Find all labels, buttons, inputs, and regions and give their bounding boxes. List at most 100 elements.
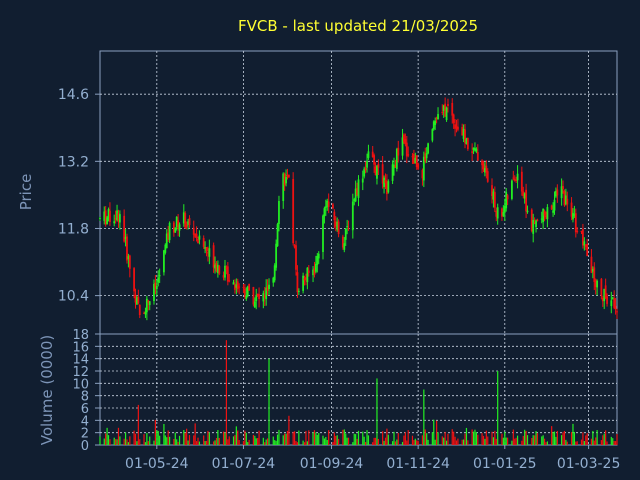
candle-body: [603, 288, 606, 302]
volume-bar: [134, 433, 137, 445]
candle-body: [616, 311, 618, 313]
candle-body: [513, 178, 516, 181]
candle-body: [580, 230, 583, 232]
volume-bar: [194, 423, 196, 445]
candle-body: [208, 248, 211, 257]
candle-body: [297, 290, 300, 292]
volume-bar: [105, 433, 107, 445]
candle-body: [144, 311, 147, 315]
candle-body: [305, 277, 307, 280]
candle-body: [116, 210, 118, 221]
candle-body: [137, 297, 140, 304]
candle-body: [178, 224, 181, 231]
volume-bar: [616, 434, 618, 445]
volume-bar: [502, 437, 504, 445]
volume-bar: [472, 431, 475, 445]
volume-bar: [197, 437, 199, 445]
volume-series: [99, 340, 618, 445]
volume-bar: [116, 439, 118, 445]
candle-body: [482, 163, 485, 170]
candle-body: [202, 238, 205, 247]
volume-bar: [217, 430, 219, 445]
candle-body: [594, 279, 597, 287]
volume-bar: [377, 438, 379, 445]
volume-bar: [596, 430, 598, 445]
volume-bar: [376, 378, 378, 445]
candle-body: [393, 164, 395, 168]
candle-body: [341, 236, 344, 248]
volume-bar: [546, 441, 549, 445]
volume-bar: [511, 440, 513, 445]
candle-body: [235, 284, 238, 288]
volume-bar: [403, 435, 405, 445]
volume-bar: [565, 439, 567, 445]
volume-bar: [575, 441, 577, 445]
candle-body: [437, 114, 439, 120]
candle-body: [361, 178, 364, 183]
volume-tick-label: 6: [81, 402, 89, 417]
volume-bar: [461, 439, 463, 445]
candle-body: [353, 199, 356, 202]
volume-bar: [275, 440, 277, 445]
candle-body: [586, 244, 589, 257]
volume-bar: [397, 433, 399, 445]
candle-body: [435, 117, 438, 120]
candle-body: [198, 235, 201, 240]
candle-body: [246, 286, 249, 297]
x-tick-label: 01-01-25: [473, 456, 537, 472]
candle-body: [540, 218, 543, 220]
candle-body: [441, 111, 444, 114]
candle-body: [126, 236, 128, 261]
volume-bar: [264, 442, 266, 445]
candle-body: [526, 210, 529, 213]
volume-bar: [534, 435, 536, 445]
volume-bar: [387, 434, 389, 445]
candle-body: [604, 285, 607, 299]
volume-tick-label: 10: [72, 377, 89, 392]
volume-bar: [115, 439, 117, 445]
x-tick-label: 01-03-25: [557, 456, 621, 472]
candle-body: [117, 213, 120, 223]
volume-bar: [262, 437, 264, 445]
volume-bar: [322, 435, 324, 445]
candle-body: [187, 221, 189, 225]
volume-bar: [562, 432, 564, 445]
candle-body: [462, 128, 465, 139]
volume-bar: [186, 428, 188, 445]
volume-bar: [306, 441, 308, 445]
candle-body: [583, 241, 586, 246]
candle-body: [445, 107, 448, 121]
volume-bar: [404, 432, 406, 445]
candle-body: [177, 220, 180, 229]
price-grid: [100, 51, 617, 334]
candle-body: [412, 154, 415, 164]
volume-bar: [183, 429, 185, 445]
candle-body: [552, 210, 554, 213]
volume-bar: [127, 442, 130, 445]
volume-bar: [167, 430, 169, 445]
candle-body: [555, 190, 557, 197]
volume-bar: [305, 430, 307, 445]
candle-body: [366, 160, 368, 168]
volume-bar: [593, 440, 595, 445]
candle-body: [475, 148, 478, 152]
candle-body: [525, 189, 527, 212]
volume-bar: [481, 433, 483, 445]
candle-body: [316, 255, 319, 265]
volume-bar: [235, 426, 237, 445]
volume-bar: [413, 440, 415, 445]
candle-body: [491, 185, 493, 197]
candle-body: [296, 272, 299, 293]
volume-bar: [545, 442, 547, 445]
volume-bar: [213, 441, 215, 445]
candle-body: [136, 297, 138, 305]
volume-bar: [124, 432, 127, 445]
volume-bar: [316, 434, 318, 445]
volume-bar: [556, 430, 558, 445]
volume-bar: [386, 428, 388, 445]
volume-bar: [225, 340, 228, 445]
volume-bar: [366, 430, 368, 445]
candle-body: [234, 283, 236, 290]
volume-tick-label: 14: [72, 353, 89, 368]
